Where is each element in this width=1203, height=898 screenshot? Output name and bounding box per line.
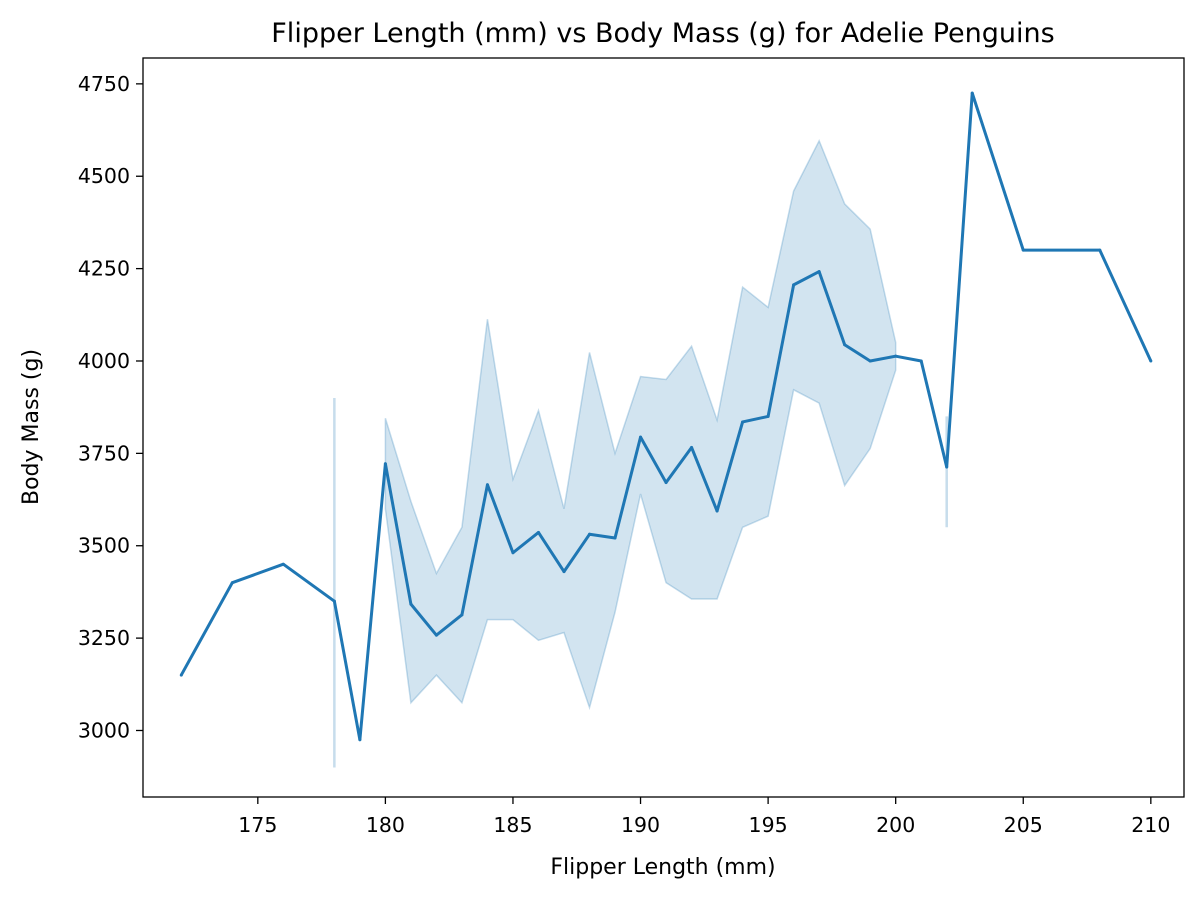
data-point [741,420,745,424]
data-point [383,462,387,466]
data-point [766,414,770,418]
y-tick-label: 3750 [78,441,130,465]
x-tick-label: 175 [238,813,277,837]
data-point [536,530,540,534]
data-point [358,738,362,742]
y-tick-label: 4000 [78,349,130,373]
data-point [919,359,923,363]
data-point [460,613,464,617]
x-axis: 175 180 185 190 195 200 205 210 [238,797,1170,837]
data-point [690,445,694,449]
confidence-band [384,138,897,711]
y-axis-label: Body Mass (g) [19,349,44,505]
x-tick-label: 200 [876,813,915,837]
data-point [1098,248,1102,252]
data-point [792,283,796,287]
y-tick-label: 4500 [78,164,130,188]
plot-frame [142,57,1185,798]
data-point [894,354,898,358]
data-point [588,532,592,536]
data-point [970,91,974,95]
y-tick-label: 4750 [78,72,130,96]
data-point [843,343,847,347]
data-point [332,599,336,603]
data-point [613,536,617,540]
y-tick-label: 3500 [78,534,130,558]
data-point [562,570,566,574]
data-point [179,673,183,677]
data-point [409,602,413,606]
x-tick-label: 205 [1004,813,1043,837]
x-tick-label: 185 [493,813,532,837]
data-point [817,270,821,274]
y-tick-label: 4250 [78,257,130,281]
plot-area [179,91,1153,768]
data-point [434,633,438,637]
data-point [1021,248,1025,252]
data-point [281,562,285,566]
y-axis: 3000 3250 3500 3750 4000 4250 4500 4750 [78,72,143,742]
data-point [511,551,515,555]
chart-title: Flipper Length (mm) vs Body Mass (g) for… [271,18,1054,49]
data-point [868,359,872,363]
data-point [664,481,668,485]
data-point [485,483,489,487]
data-point [639,435,643,439]
x-tick-label: 190 [621,813,660,837]
data-point [715,509,719,513]
data-point [1149,359,1153,363]
y-tick-label: 3250 [78,626,130,650]
data-point [230,581,234,585]
x-axis-label: Flipper Length (mm) [550,855,775,880]
x-tick-label: 195 [749,813,788,837]
x-tick-label: 180 [366,813,405,837]
y-tick-label: 3000 [78,718,130,742]
series-line [179,91,1153,742]
data-point [945,465,949,469]
x-tick-label: 210 [1131,813,1170,837]
